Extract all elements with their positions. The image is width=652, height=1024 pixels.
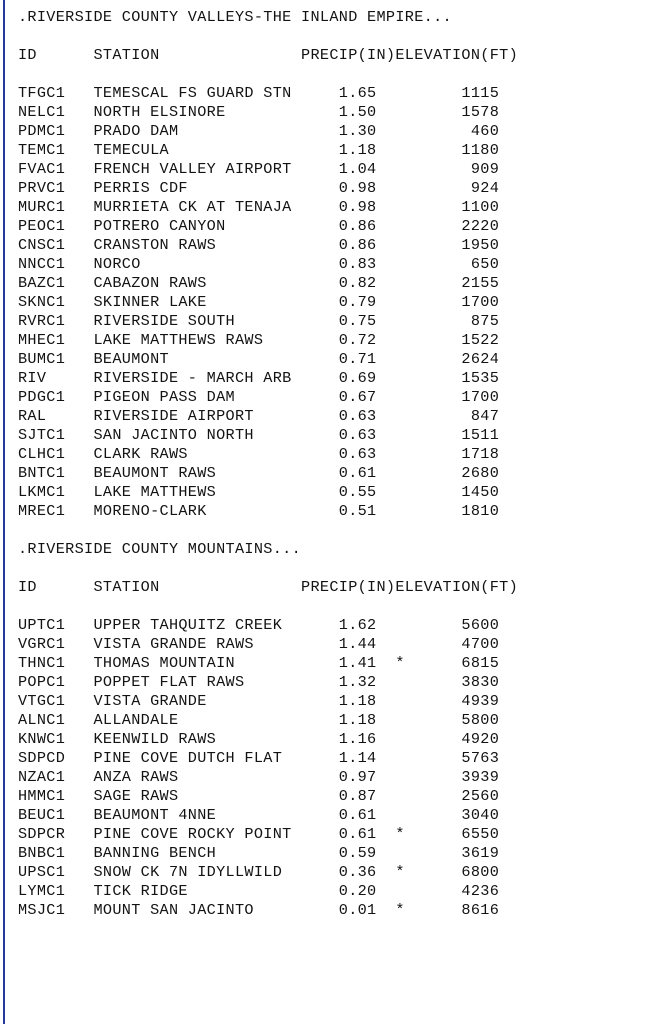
table-row: CNSC1 CRANSTON RAWS 0.86 1950	[18, 236, 500, 254]
spacer-after-header	[18, 65, 652, 84]
table-row: UPSC1 SNOW CK 7N IDYLLWILD 0.36 * 6800	[18, 863, 500, 881]
table-row: NELC1 NORTH ELSINORE 1.50 1578	[18, 103, 500, 121]
table-row: SJTC1 SAN JACINTO NORTH 0.63 1511	[18, 426, 500, 444]
column-header-row: ID STATION PRECIP(IN)ELEVATION(FT)	[18, 46, 519, 64]
table-row: BNTC1 BEAUMONT RAWS 0.61 2680	[18, 464, 500, 482]
table-row: SDPCR PINE COVE ROCKY POINT 0.61 * 6550	[18, 825, 500, 843]
column-header-row: ID STATION PRECIP(IN)ELEVATION(FT)	[18, 578, 519, 596]
table-row: VTGC1 VISTA GRANDE 1.18 4939	[18, 692, 500, 710]
section-gap	[18, 521, 652, 540]
table-row: NZAC1 ANZA RAWS 0.97 3939	[18, 768, 500, 786]
table-row: TFGC1 TEMESCAL FS GUARD STN 1.65 1115	[18, 84, 500, 102]
report-text-body: .RIVERSIDE COUNTY VALLEYS-THE INLAND EMP…	[18, 8, 652, 920]
table-row: PDGC1 PIGEON PASS DAM 0.67 1700	[18, 388, 500, 406]
table-row: ALNC1 ALLANDALE 1.18 5800	[18, 711, 500, 729]
table-row: NNCC1 NORCO 0.83 650	[18, 255, 500, 273]
table-row: KNWC1 KEENWILD RAWS 1.16 4920	[18, 730, 500, 748]
spacer-after-header	[18, 597, 652, 616]
table-row: MURC1 MURRIETA CK AT TENAJA 0.98 1100	[18, 198, 500, 216]
table-row: LYMC1 TICK RIDGE 0.20 4236	[18, 882, 500, 900]
section-title: .RIVERSIDE COUNTY MOUNTAINS...	[18, 540, 302, 558]
table-row: UPTC1 UPPER TAHQUITZ CREEK 1.62 5600	[18, 616, 500, 634]
table-row: MHEC1 LAKE MATTHEWS RAWS 0.72 1522	[18, 331, 500, 349]
section-title: .RIVERSIDE COUNTY VALLEYS-THE INLAND EMP…	[18, 8, 452, 26]
table-row: THNC1 THOMAS MOUNTAIN 1.41 * 6815	[18, 654, 500, 672]
table-row: RVRC1 RIVERSIDE SOUTH 0.75 875	[18, 312, 500, 330]
table-row: MREC1 MORENO-CLARK 0.51 1810	[18, 502, 500, 520]
table-row: BNBC1 BANNING BENCH 0.59 3619	[18, 844, 500, 862]
spacer-after-title	[18, 27, 652, 46]
table-row: VGRC1 VISTA GRANDE RAWS 1.44 4700	[18, 635, 500, 653]
table-row: HMMC1 SAGE RAWS 0.87 2560	[18, 787, 500, 805]
table-row: POPC1 POPPET FLAT RAWS 1.32 3830	[18, 673, 500, 691]
table-row: LKMC1 LAKE MATTHEWS 0.55 1450	[18, 483, 500, 501]
left-margin-rule	[3, 0, 5, 1024]
table-row: BEUC1 BEAUMONT 4NNE 0.61 3040	[18, 806, 500, 824]
table-row: RAL RIVERSIDE AIRPORT 0.63 847	[18, 407, 500, 425]
table-row: CLHC1 CLARK RAWS 0.63 1718	[18, 445, 500, 463]
table-row: PEOC1 POTRERO CANYON 0.86 2220	[18, 217, 500, 235]
table-row: RIV RIVERSIDE - MARCH ARB 0.69 1535	[18, 369, 500, 387]
spacer-after-title	[18, 559, 652, 578]
table-row: MSJC1 MOUNT SAN JACINTO 0.01 * 8616	[18, 901, 500, 919]
table-row: TEMC1 TEMECULA 1.18 1180	[18, 141, 500, 159]
table-row: PRVC1 PERRIS CDF 0.98 924	[18, 179, 500, 197]
table-row: PDMC1 PRADO DAM 1.30 460	[18, 122, 500, 140]
table-row: FVAC1 FRENCH VALLEY AIRPORT 1.04 909	[18, 160, 500, 178]
table-row: SKNC1 SKINNER LAKE 0.79 1700	[18, 293, 500, 311]
table-row: BAZC1 CABAZON RAWS 0.82 2155	[18, 274, 500, 292]
table-row: BUMC1 BEAUMONT 0.71 2624	[18, 350, 500, 368]
table-row: SDPCD PINE COVE DUTCH FLAT 1.14 5763	[18, 749, 500, 767]
